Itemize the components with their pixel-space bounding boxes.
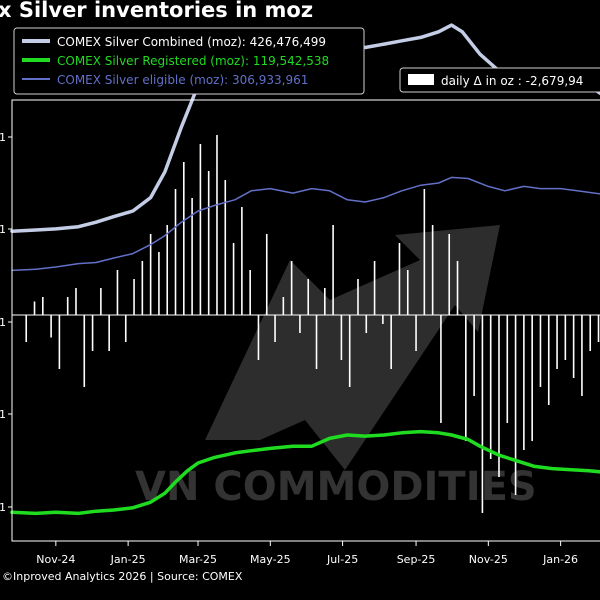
watermark-arrow-shape	[205, 225, 500, 470]
x-tick-label: Nov-24	[36, 553, 75, 566]
plot-frame	[11, 99, 600, 542]
x-tick-label: Jan-25	[110, 553, 146, 566]
legend-box	[13, 27, 365, 95]
x-tick-label: Mar-25	[179, 553, 217, 566]
series-line-registered	[10, 429, 600, 516]
y-tick-label: 1	[0, 316, 6, 329]
legend-bars-swatch	[408, 74, 434, 85]
y-tick-label: 1	[0, 408, 6, 421]
x-tick-label: Jan-26	[542, 553, 578, 566]
y-tick-label: 1	[0, 131, 6, 144]
y-tick-label: 1	[0, 223, 6, 236]
plot-area	[10, 23, 600, 516]
legend-bars: daily Δ in oz : -2,679,94	[399, 67, 600, 93]
x-tick-label: Sep-25	[397, 553, 436, 566]
legend-label-eligible: COMEX Silver eligible (moz): 306,933,961	[57, 73, 308, 87]
x-tick-label: Jul-25	[326, 553, 358, 566]
legend-bars-box	[399, 67, 600, 93]
x-tick-label: May-25	[250, 553, 291, 566]
page-title: x Silver inventories in moz	[0, 0, 314, 22]
watermark-text: VN COMMODITIES	[135, 464, 537, 510]
y-tick-label: 1	[0, 501, 6, 514]
axes: Nov-24 Jan-25 Mar-25 May-25 Jul-25 Sep-25 Nov-…	[0, 131, 578, 566]
watermark: VN COMMODITIES	[135, 225, 537, 510]
footer-source: ©Inproved Analytics 2026 | Source: COMEX	[2, 570, 243, 583]
legend-series: COMEX Silver Combined (moz): 426,476,499…	[13, 27, 365, 95]
legend-label-registered: COMEX Silver Registered (moz): 119,542,5…	[57, 54, 329, 68]
series-line-eligible	[11, 176, 600, 272]
legend-bars-label: daily Δ in oz : -2,679,94	[441, 74, 583, 88]
legend-label-combined: COMEX Silver Combined (moz): 426,476,499	[57, 35, 326, 49]
x-tick-label: Nov-25	[469, 553, 508, 566]
